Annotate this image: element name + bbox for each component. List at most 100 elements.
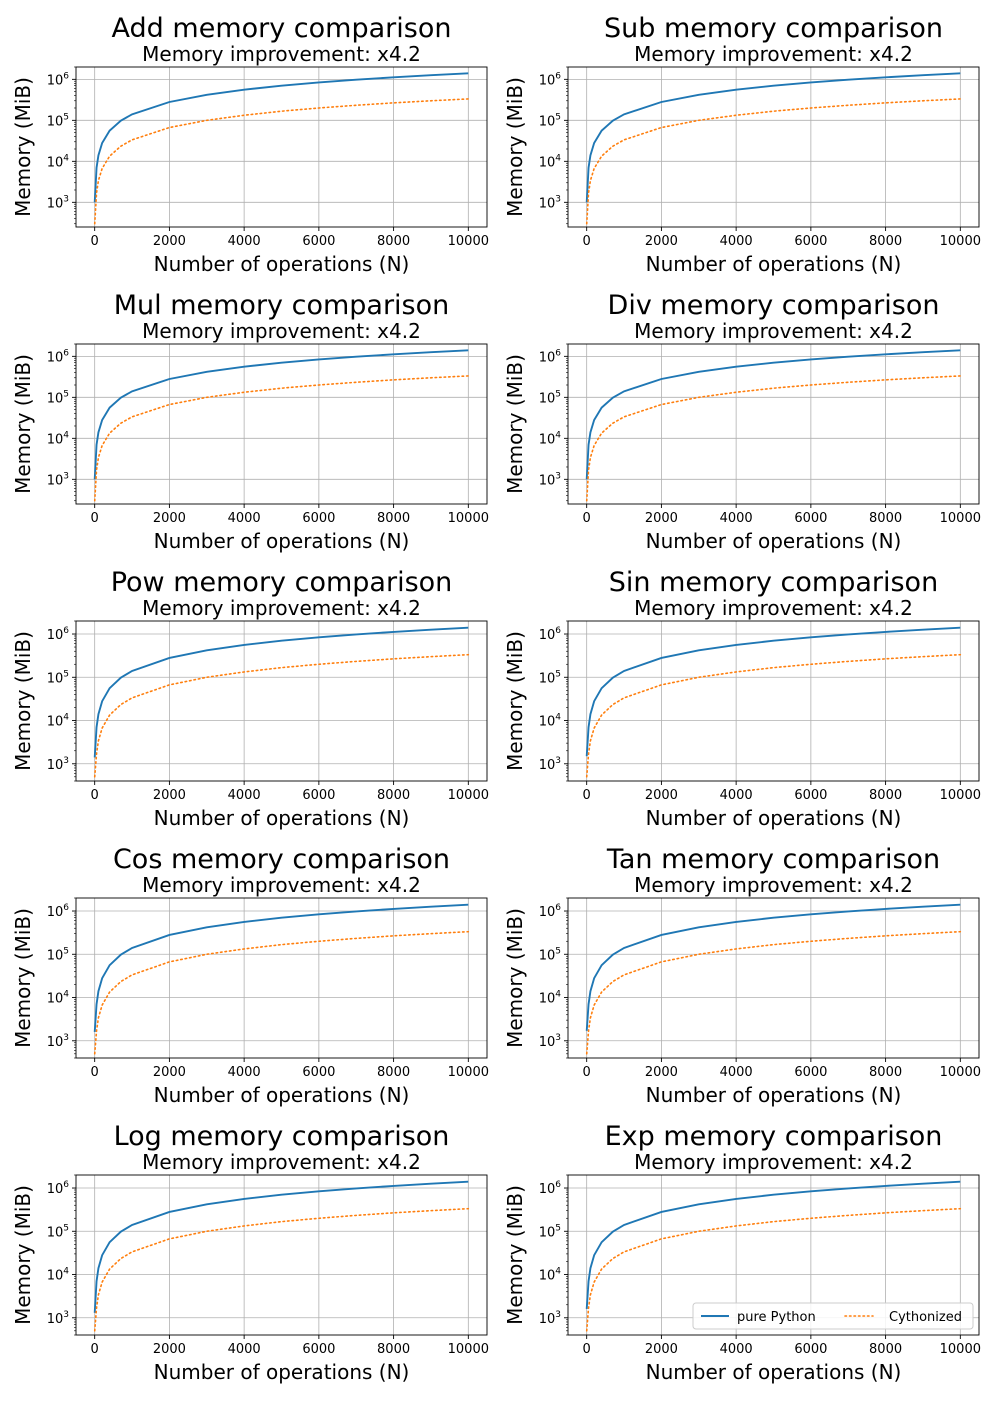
chart-subtitle: Memory improvement: x4.2 [634,319,913,343]
plot-frame [567,343,980,505]
x-tick-label: 10000 [448,788,489,803]
x-tick-label: 6000 [794,788,827,803]
plot-frame [75,1174,488,1336]
x-tick-label: 6000 [302,1065,335,1080]
x-axis-label: Number of operations (N) [154,1083,410,1107]
y-tick-label: 104 [539,713,562,730]
series-line-cythonized [585,653,962,778]
chart-title: Mul memory comparison [114,290,450,321]
series-line-pure-python [93,349,469,480]
y-tick-label: 104 [539,153,562,170]
chart-subtitle: Memory improvement: x4.2 [634,596,913,620]
y-tick-label: 103 [47,471,69,488]
x-axis-label: Number of operations (N) [646,806,902,830]
x-tick-label: 4000 [228,1065,261,1080]
x-tick-label: 6000 [794,511,827,526]
y-tick-label: 104 [47,990,70,1007]
x-tick-label: 8000 [869,788,902,803]
x-tick-label: 10000 [448,1342,489,1357]
x-tick-label: 8000 [377,1065,410,1080]
series-line-pure-python [585,1180,961,1310]
y-tick-label: 106 [47,71,70,88]
x-tick-label: 4000 [720,788,753,803]
y-tick-label: 103 [539,471,561,488]
x-tick-label: 10000 [940,1342,981,1357]
plot-frame [567,66,980,228]
x-tick-label: 2000 [153,1065,186,1080]
x-tick-label: 8000 [869,511,902,526]
x-tick-label: 4000 [720,1065,753,1080]
chart-subtitle: Memory improvement: x4.2 [142,319,421,343]
x-tick-label: 8000 [377,511,410,526]
chart-title: Sub memory comparison [604,13,943,44]
x-axis-label: Number of operations (N) [154,252,410,276]
x-tick-label: 8000 [377,234,410,249]
y-tick-label: 106 [47,1180,70,1197]
x-tick-label: 2000 [645,1342,678,1357]
chart-subtitle: Memory improvement: x4.2 [634,1150,913,1174]
y-axis-label: Memory (MiB) [503,354,527,494]
x-axis-label: Number of operations (N) [646,252,902,276]
series-line-cythonized [93,930,470,1055]
x-tick-label: 0 [583,1065,591,1080]
x-tick-label: 4000 [720,1342,753,1357]
y-tick-label: 105 [539,669,561,686]
chart-subtitle: Memory improvement: x4.2 [142,1150,421,1174]
x-tick-label: 10000 [448,511,489,526]
y-tick-label: 103 [539,1033,561,1050]
series-line-pure-python [585,72,961,203]
chart-title: Log memory comparison [114,1121,450,1152]
y-tick-label: 106 [47,903,70,920]
plot-frame [567,1174,980,1336]
plot-frame [567,620,980,782]
x-tick-label: 10000 [940,1065,981,1080]
x-tick-label: 0 [583,511,591,526]
y-tick-label: 105 [539,112,561,129]
x-tick-label: 2000 [153,511,186,526]
legend-label-pure-python: pure Python [737,1310,816,1325]
x-tick-label: 0 [91,234,99,249]
x-axis-label: Number of operations (N) [646,529,902,553]
x-tick-label: 8000 [377,1342,410,1357]
y-tick-label: 103 [47,756,69,773]
x-tick-label: 4000 [228,788,261,803]
y-tick-label: 104 [47,1267,70,1284]
x-tick-label: 2000 [153,234,186,249]
y-tick-label: 103 [539,1310,561,1327]
y-tick-label: 104 [47,713,70,730]
x-tick-label: 8000 [869,1065,902,1080]
series-line-pure-python [93,626,469,758]
x-axis-label: Number of operations (N) [154,1360,410,1384]
x-tick-label: 8000 [377,788,410,803]
chart-subtitle: Memory improvement: x4.2 [634,42,913,66]
chart-title: Exp memory comparison [605,1121,943,1152]
y-axis-label: Memory (MiB) [503,77,527,217]
y-axis-label: Memory (MiB) [11,354,35,494]
plot-frame [75,897,488,1059]
y-tick-label: 104 [539,430,562,447]
series-line-pure-python [585,903,961,1031]
series-line-pure-python [585,349,961,480]
series-line-cythonized [585,1207,962,1332]
y-tick-label: 106 [539,71,562,88]
y-tick-label: 106 [539,626,562,643]
series-line-pure-python [585,626,961,757]
y-tick-label: 104 [47,430,70,447]
y-tick-label: 106 [539,348,562,365]
x-tick-label: 6000 [302,234,335,249]
plot-frame [75,343,488,505]
x-tick-label: 0 [91,1065,99,1080]
series-line-cythonized [93,98,470,225]
x-tick-label: 2000 [645,1065,678,1080]
x-tick-label: 6000 [794,1065,827,1080]
series-line-pure-python [93,903,469,1033]
y-axis-label: Memory (MiB) [11,1185,35,1325]
legend: pure Python Cythonized [692,1302,974,1330]
x-tick-label: 0 [91,788,99,803]
